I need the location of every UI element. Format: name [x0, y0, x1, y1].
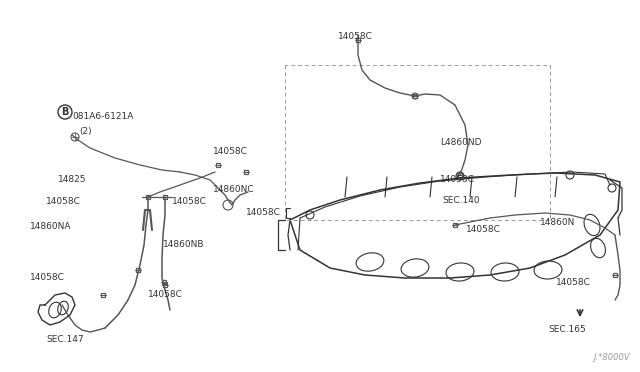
Text: SEC.147: SEC.147 [46, 335, 84, 344]
Text: L4860ND: L4860ND [440, 138, 481, 147]
Text: 14058C: 14058C [46, 197, 81, 206]
Text: (2): (2) [79, 127, 92, 136]
Bar [163, 283, 167, 287]
Bar [163, 195, 167, 199]
Text: J.*8000V: J.*8000V [593, 353, 630, 362]
Text: 14058C: 14058C [148, 290, 183, 299]
Bar [146, 195, 150, 199]
Text: B: B [61, 107, 68, 117]
Text: 14058C: 14058C [213, 147, 248, 156]
Text: 14058C: 14058C [246, 208, 281, 217]
Bar [101, 293, 105, 297]
Text: 14860NB: 14860NB [163, 240, 205, 249]
Text: 14860NA: 14860NA [30, 222, 72, 231]
Text: 14825: 14825 [58, 175, 86, 184]
Bar [453, 223, 457, 227]
Text: 14860NC: 14860NC [213, 185, 255, 194]
Bar [356, 38, 360, 42]
Bar [136, 268, 140, 272]
Bar [162, 280, 166, 284]
Text: 081A6-6121A: 081A6-6121A [72, 112, 133, 121]
Text: 14058C: 14058C [172, 197, 207, 206]
Bar [244, 170, 248, 174]
Bar [613, 273, 617, 277]
Text: 14058C: 14058C [338, 32, 373, 41]
Bar [413, 94, 417, 98]
Text: 14058C: 14058C [466, 225, 501, 234]
Text: 14860N: 14860N [540, 218, 575, 227]
Bar [216, 163, 220, 167]
Text: SEC.165: SEC.165 [548, 325, 586, 334]
Text: SEC.140: SEC.140 [442, 196, 479, 205]
Bar [458, 173, 462, 177]
Text: 14058C: 14058C [440, 175, 475, 184]
Text: 14058C: 14058C [30, 273, 65, 282]
Text: 14058C: 14058C [556, 278, 591, 287]
